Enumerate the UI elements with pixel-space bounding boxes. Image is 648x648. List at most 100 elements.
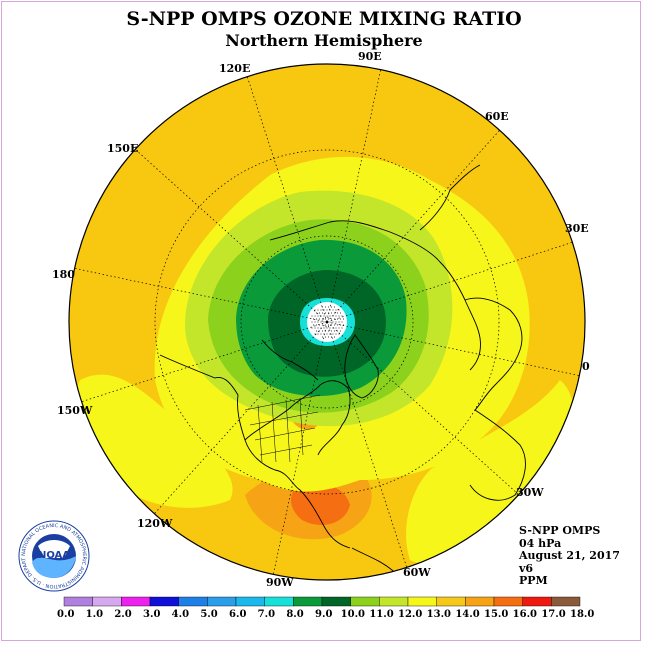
latitude-circle xyxy=(154,149,500,495)
color-bar-tick-label: 14.0 xyxy=(455,609,480,620)
pole-dot xyxy=(319,318,320,320)
pole-dot xyxy=(314,321,316,323)
pole-dot xyxy=(338,315,340,317)
pole-dot xyxy=(317,315,319,317)
coastline-greenland xyxy=(344,334,379,399)
color-bar-swatch xyxy=(379,596,409,607)
pole-dot xyxy=(320,309,322,311)
color-bar-tick-label: 13.0 xyxy=(426,609,452,620)
pole-dot xyxy=(328,324,329,326)
pole-dot xyxy=(331,324,332,326)
color-bar-swatch xyxy=(465,596,495,607)
map-title: S-NPP OMPS OZONE MIXING RATIO xyxy=(126,8,522,30)
coastlines xyxy=(159,164,526,580)
pole-dot xyxy=(338,309,340,311)
color-bar-tick-label: 6.0 xyxy=(229,609,247,620)
color-bar-swatch xyxy=(522,596,552,607)
color-bar-tick-label: 7.0 xyxy=(257,609,276,620)
pole-dot xyxy=(340,312,341,314)
pole-dot xyxy=(338,321,340,323)
pole-dot xyxy=(317,309,319,311)
pole-dot xyxy=(328,336,329,338)
pole-dot xyxy=(335,321,337,323)
color-bar-swatch xyxy=(178,596,208,607)
pole-dot xyxy=(328,330,329,332)
meridian-line xyxy=(326,321,408,568)
pole-dot xyxy=(328,318,329,320)
pole-dot xyxy=(313,318,314,320)
pole-dot xyxy=(331,330,332,332)
pole-dot xyxy=(326,327,328,329)
pole-dot xyxy=(319,330,320,332)
pole-dot xyxy=(325,318,326,320)
pole-dot xyxy=(334,312,335,314)
pole-dot xyxy=(331,318,332,320)
color-bar-tick-label: 5.0 xyxy=(200,609,218,620)
coastline-south-america xyxy=(351,547,411,580)
map-boundary xyxy=(68,63,586,581)
pole-dot xyxy=(322,306,323,308)
map-subtitle: Northern Hemisphere xyxy=(225,31,423,50)
info-pressure: 04 hPa xyxy=(519,536,562,550)
color-bar-swatch xyxy=(293,596,323,607)
color-bar-swatch xyxy=(121,596,151,607)
pole-dot xyxy=(316,318,317,320)
color-bar-tick-label: 11.0 xyxy=(369,609,394,620)
pole-dot xyxy=(314,327,316,329)
color-bar-swatch xyxy=(321,596,351,607)
pole-dot xyxy=(340,324,341,326)
meridian-line xyxy=(154,321,328,514)
meridian-line xyxy=(326,69,381,323)
color-bar-swatch xyxy=(235,596,265,607)
info-units: PPM xyxy=(519,574,548,587)
pole-dot xyxy=(334,306,335,308)
coastline-africa xyxy=(469,409,526,501)
logo-text: NOAA xyxy=(38,550,70,561)
pole-dot xyxy=(329,333,331,335)
lon-label-90w: 90W xyxy=(266,576,294,589)
pole-dot xyxy=(341,321,343,323)
lon-label-120w: 120W xyxy=(137,517,173,530)
ozone-field xyxy=(69,64,585,580)
pole-dot xyxy=(322,318,323,320)
pole-dot xyxy=(314,333,316,335)
coastline-eurasia xyxy=(269,164,523,411)
pole-dot xyxy=(329,315,331,317)
pole-dot xyxy=(328,306,329,308)
color-bar-tick-label: 17.0 xyxy=(541,609,566,620)
color-bar-tick-label: 1.0 xyxy=(85,609,104,620)
meridian-line xyxy=(326,241,573,323)
pole-dot xyxy=(320,321,322,323)
pole-dot xyxy=(314,309,316,311)
color-bar-swatch xyxy=(350,596,380,607)
pole-dot xyxy=(325,324,326,326)
pole-dot xyxy=(340,330,341,332)
pole-dot xyxy=(311,315,313,317)
lon-label-30w: 30W xyxy=(516,486,544,499)
color-bar-swatch xyxy=(407,596,437,607)
pole-dot xyxy=(314,315,316,317)
pole-dot xyxy=(343,318,344,320)
color-bar-tick-label: 16.0 xyxy=(512,609,538,620)
pole-dot xyxy=(341,315,343,317)
ozone-high-patch xyxy=(290,483,350,525)
pole-dot xyxy=(334,330,335,332)
pole-dot xyxy=(322,330,323,332)
lon-label-90e: 90E xyxy=(358,50,382,63)
color-bar-swatch xyxy=(264,596,294,607)
pole-dot xyxy=(323,327,325,329)
lon-label-150e: 150E xyxy=(107,142,139,155)
pole-dot xyxy=(323,309,325,311)
pole-dot xyxy=(341,327,343,329)
pole-dot xyxy=(317,333,319,335)
pole-dot xyxy=(335,309,337,311)
latitude-circle xyxy=(240,235,414,409)
color-bar-swatch xyxy=(207,596,237,607)
pole-dot xyxy=(337,318,338,320)
color-bar-swatch xyxy=(92,596,122,607)
pole-dot xyxy=(316,312,317,314)
color-bar-tick-label: 12.0 xyxy=(398,609,423,620)
pole-dot xyxy=(325,336,326,338)
